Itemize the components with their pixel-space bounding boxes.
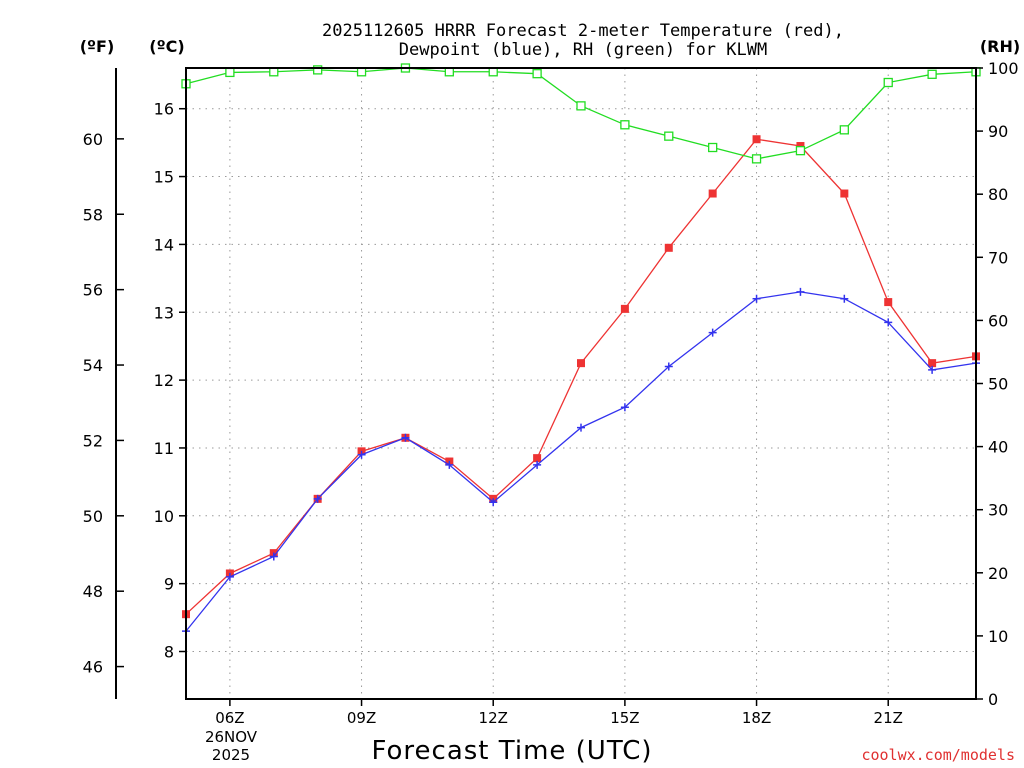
temperature-point <box>928 359 937 368</box>
grid-layer <box>186 68 976 699</box>
relative-humidity-point <box>927 69 937 79</box>
celsius-units-label: (ºC) <box>149 37 184 56</box>
relative-humidity-point <box>313 65 323 75</box>
relative-humidity-point <box>708 142 718 153</box>
rh-tick-label: 40 <box>988 438 1008 457</box>
rh-tick-label: 90 <box>988 122 1008 141</box>
relative-humidity-point <box>883 77 893 88</box>
dewpoint-point <box>664 362 673 371</box>
celsius-tick-label: 11 <box>154 439 174 458</box>
fahrenheit-tick-label: 52 <box>83 431 103 450</box>
temperature-point <box>533 454 542 463</box>
rh-axis: 0 10 20 30 40 50 60 70 80 90 100 <box>976 59 1019 709</box>
fahrenheit-tick-label: 56 <box>83 281 103 300</box>
temperature-point <box>752 135 761 144</box>
fahrenheit-axis: 46 48 50 52 54 56 58 60 <box>83 130 124 677</box>
rh-tick-label: 20 <box>988 564 1008 583</box>
temperature-line <box>185 138 977 615</box>
time-tick-label: 09Z <box>347 709 376 727</box>
time-axis: 06Z 09Z 12Z 15Z 18Z 21Z <box>215 699 903 727</box>
relative-humidity-point <box>620 120 630 130</box>
dewpoint-point <box>313 494 322 503</box>
dewpoint-point <box>445 460 454 469</box>
dewpoint-point <box>401 433 410 442</box>
dewpoint-point <box>489 498 498 507</box>
dewpoint-point <box>884 318 893 327</box>
fahrenheit-units-label: (ºF) <box>80 37 115 56</box>
temperature-point <box>620 304 629 313</box>
dewpoint-point <box>840 294 849 303</box>
relative-humidity-point <box>225 67 235 78</box>
celsius-tick-label: 10 <box>154 507 174 526</box>
rh-units-label: (RH) <box>980 37 1020 56</box>
rh-tick-label: 30 <box>988 501 1008 520</box>
fahrenheit-tick-label: 50 <box>83 507 103 526</box>
temperature-point <box>840 189 849 198</box>
dewpoint-point <box>620 403 629 412</box>
celsius-tick-label: 8 <box>164 643 174 662</box>
fahrenheit-tick-label: 60 <box>83 130 103 149</box>
date-label-day: 26NOV <box>205 728 258 746</box>
relative-humidity-point <box>664 131 674 141</box>
celsius-tick-label: 15 <box>154 168 174 187</box>
rh-tick-label: 10 <box>988 627 1008 646</box>
time-tick-label: 15Z <box>610 709 639 727</box>
relative-humidity-point <box>839 125 849 135</box>
temperature-point <box>577 359 585 368</box>
x-axis-title: Forecast Time (UTC) <box>371 736 652 766</box>
rh-tick-label: 100 <box>988 59 1019 78</box>
rh-tick-label: 50 <box>988 375 1008 394</box>
dewpoint-point <box>357 450 366 459</box>
rh-tick-label: 70 <box>988 248 1008 267</box>
relative-humidity-line <box>185 67 977 160</box>
dewpoint-point <box>796 287 805 296</box>
dewpoint-point <box>225 572 234 581</box>
relative-humidity-point <box>795 146 806 156</box>
fahrenheit-tick-label: 48 <box>83 582 103 601</box>
relative-humidity-point <box>532 69 542 79</box>
temperature-point <box>708 189 717 198</box>
rh-tick-label: 60 <box>988 311 1008 330</box>
dewpoint-point <box>577 423 585 432</box>
celsius-tick-label: 14 <box>154 235 174 254</box>
chart-title-line1: 2025112605 HRRR Forecast 2-meter Tempera… <box>322 21 844 41</box>
celsius-axis: 8 9 10 11 12 13 14 15 16 <box>154 100 186 662</box>
celsius-tick-label: 12 <box>154 371 174 390</box>
fahrenheit-tick-label: 54 <box>83 356 103 375</box>
dewpoint-point <box>752 294 761 303</box>
fahrenheit-tick-label: 58 <box>83 205 103 224</box>
plot-frame <box>185 67 977 700</box>
temperature-point <box>884 298 893 307</box>
rh-tick-label: 0 <box>988 690 998 709</box>
credit-text: coolwx.com/models <box>861 746 1015 764</box>
celsius-tick-label: 9 <box>164 575 174 594</box>
relative-humidity-point <box>576 101 586 111</box>
dewpoint-line <box>185 291 977 632</box>
dewpoint-point <box>708 328 717 337</box>
dewpoint-point <box>533 460 542 469</box>
time-tick-label: 21Z <box>874 709 903 727</box>
dewpoint-point <box>928 365 937 374</box>
chart-title-line2: Dewpoint (blue), RH (green) for KLWM <box>399 40 767 60</box>
series-layer <box>181 63 981 636</box>
dewpoint-point <box>269 552 278 561</box>
time-tick-label: 06Z <box>215 709 244 727</box>
relative-humidity-point <box>751 154 762 164</box>
temperature-point <box>664 243 673 252</box>
time-tick-label: 18Z <box>742 709 771 727</box>
celsius-tick-label: 16 <box>154 100 174 119</box>
celsius-tick-label: 13 <box>154 303 174 322</box>
fahrenheit-tick-label: 46 <box>83 658 103 677</box>
time-tick-label: 12Z <box>479 709 508 727</box>
date-label-year: 2025 <box>212 746 250 764</box>
rh-tick-label: 80 <box>988 185 1008 204</box>
